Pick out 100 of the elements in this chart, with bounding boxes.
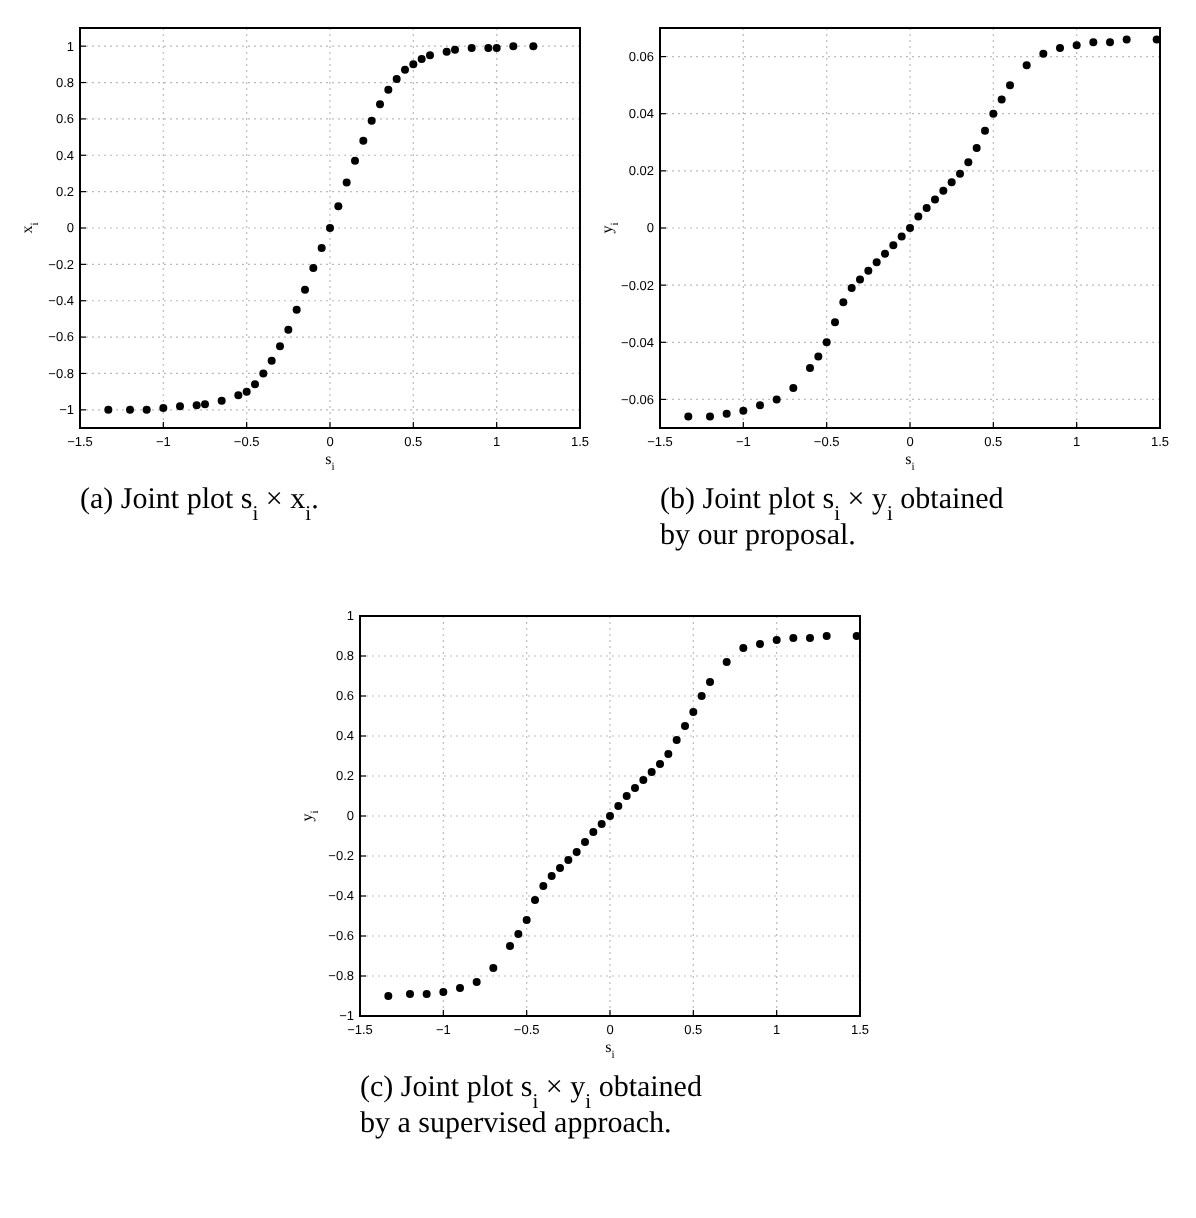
point [622, 792, 631, 800]
point [689, 708, 698, 716]
point [317, 244, 326, 252]
point [267, 356, 276, 365]
point [509, 42, 518, 51]
point [406, 990, 414, 998]
point [722, 658, 731, 666]
point [789, 384, 798, 392]
point [772, 636, 781, 644]
point [631, 784, 639, 792]
text: (c) Joint plot s$_{i}$ × y$_{i}$ obtained by a supervised approach. [360, 1072, 703, 1140]
point [739, 406, 748, 415]
point [964, 158, 973, 167]
point [664, 750, 673, 758]
point [439, 988, 448, 996]
point [467, 44, 476, 52]
point [947, 178, 956, 187]
point [259, 369, 268, 378]
point [217, 396, 226, 405]
point [234, 391, 243, 400]
point [739, 644, 748, 652]
point [906, 224, 914, 232]
point [756, 401, 764, 410]
point [422, 990, 431, 998]
point [276, 342, 284, 351]
point [292, 305, 301, 314]
point [547, 872, 556, 880]
point [556, 864, 564, 872]
point [126, 405, 134, 414]
point [897, 232, 906, 241]
point [572, 848, 581, 856]
point [514, 930, 523, 938]
point [697, 692, 706, 700]
point [956, 169, 964, 178]
point [789, 634, 798, 642]
point [376, 100, 384, 109]
point [997, 95, 1006, 104]
point [597, 820, 606, 828]
point [684, 412, 693, 421]
point [392, 74, 401, 83]
point [192, 401, 201, 410]
point [1122, 35, 1131, 44]
point [872, 258, 881, 267]
point [522, 916, 531, 924]
point [506, 942, 514, 950]
point [772, 395, 781, 404]
point [806, 364, 814, 372]
point [1089, 38, 1098, 47]
point [639, 776, 648, 784]
point [334, 202, 343, 211]
point [672, 736, 681, 744]
point [581, 838, 589, 846]
point [351, 156, 359, 165]
point [301, 285, 309, 294]
point [451, 45, 459, 54]
point [706, 412, 714, 421]
point [384, 85, 393, 94]
point [606, 812, 614, 820]
point [814, 352, 823, 361]
point [847, 284, 856, 292]
point [367, 116, 376, 125]
point [251, 380, 259, 389]
point [456, 984, 464, 992]
point [309, 264, 318, 272]
point [922, 204, 931, 212]
point [159, 404, 168, 412]
point [417, 54, 426, 63]
point [706, 678, 714, 686]
point [914, 212, 923, 221]
point [564, 856, 573, 864]
point [856, 275, 864, 284]
point [531, 896, 539, 904]
point [931, 195, 939, 204]
point [889, 241, 898, 250]
point [1022, 61, 1031, 70]
point [1072, 41, 1081, 50]
point [722, 409, 731, 418]
point [104, 405, 113, 414]
point [989, 109, 998, 118]
point [656, 760, 664, 768]
text: (a) Joint plot s$_{i}$ × x$_{i}$. [80, 484, 319, 525]
point [647, 768, 656, 776]
point [359, 136, 368, 145]
point [589, 828, 598, 836]
point [831, 318, 839, 327]
point [681, 722, 689, 730]
point [972, 144, 981, 152]
point [176, 402, 184, 411]
point [864, 266, 873, 275]
x-axis-title: s$_{i}$ [605, 1038, 616, 1062]
point [1106, 38, 1114, 47]
point [492, 44, 501, 52]
x-axis-title: s$_{i}$ [325, 450, 336, 474]
point [881, 249, 889, 258]
point [442, 47, 451, 56]
point [342, 178, 351, 187]
point [384, 992, 393, 1000]
point [529, 42, 538, 51]
point [1039, 49, 1048, 58]
text: (b) Joint plot s$_{i}$ × y$_{i}$ obtained by our proposal. [660, 484, 1004, 552]
